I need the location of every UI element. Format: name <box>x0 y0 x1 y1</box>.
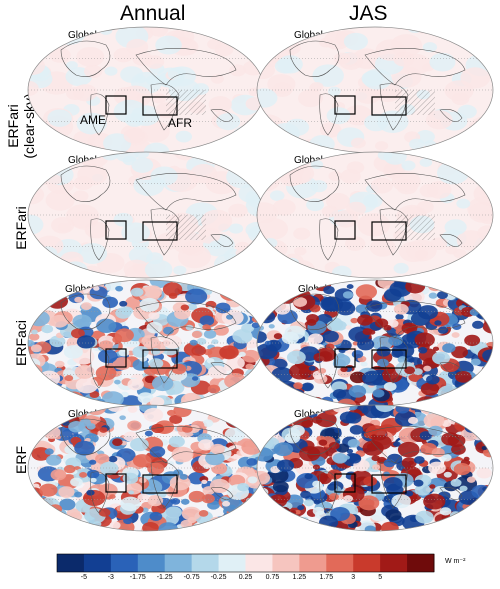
region-box-afr <box>371 221 407 241</box>
map-panel-1-jas <box>256 26 494 154</box>
colorbar-swatch <box>299 554 327 572</box>
region-box-afr <box>142 349 178 369</box>
colorbar-swatch <box>380 554 408 572</box>
colorbar <box>56 553 435 573</box>
map-panel-4-jas <box>256 404 494 532</box>
region-box-afr <box>371 96 407 116</box>
col-title-annual: Annual <box>120 2 186 25</box>
region-label-ame: AME <box>80 113 107 127</box>
region-box-ame <box>334 220 356 240</box>
region-box-afr <box>371 474 407 494</box>
colorbar-tick-label: -1.25 <box>156 574 173 581</box>
colorbar-swatch <box>57 554 85 572</box>
colorbar-tick-label: 1.25 <box>292 574 307 581</box>
colorbar-swatch <box>245 554 273 572</box>
colorbar-tick-label: 1.75 <box>319 574 334 581</box>
region-box-ame <box>334 473 356 493</box>
map-panel-2-jas <box>256 151 494 279</box>
region-box-afr <box>142 96 178 116</box>
region-label-afr: AFR <box>168 116 192 130</box>
colorbar-swatch <box>218 554 246 572</box>
colorbar-unit: W m⁻² <box>445 558 466 565</box>
colorbar-swatch <box>353 554 381 572</box>
map-panel-3-annual <box>27 279 265 407</box>
map-panel-2-annual <box>27 151 265 279</box>
colorbar-tick-label: 3 <box>351 574 356 581</box>
colorbar-swatch <box>83 554 112 572</box>
colorbar-swatch <box>137 554 166 572</box>
colorbar-tick-label: -5 <box>80 574 88 581</box>
colorbar-tick-label: 5 <box>378 574 383 581</box>
colorbar-tick-label: -0.25 <box>210 574 227 581</box>
colorbar-swatch <box>272 554 300 572</box>
colorbar-swatch <box>164 554 193 572</box>
region-box-afr <box>142 221 178 241</box>
colorbar-tick-label: -0.75 <box>183 574 200 581</box>
region-box-ame <box>334 348 356 368</box>
region-box-ame <box>334 95 356 115</box>
colorbar-tick-label: 0.75 <box>265 574 280 581</box>
map-panel-1-annual <box>27 26 265 154</box>
region-box-afr <box>371 349 407 369</box>
colorbar-tick-label: -3 <box>107 574 114 581</box>
colorbar-tick-label: -1.75 <box>129 574 146 581</box>
region-box-ame <box>105 473 127 493</box>
colorbar-swatch <box>110 554 139 572</box>
region-box-ame <box>105 95 127 115</box>
col-title-jas: JAS <box>349 2 388 25</box>
colorbar-swatch <box>191 554 220 572</box>
map-panel-4-annual <box>27 404 265 532</box>
region-box-ame <box>105 348 127 368</box>
region-box-afr <box>142 474 178 494</box>
colorbar-swatch <box>326 554 354 572</box>
map-panel-3-jas <box>256 279 494 407</box>
region-box-ame <box>105 220 127 240</box>
colorbar-swatch <box>407 554 435 572</box>
map-panels <box>27 26 494 532</box>
colorbar-tick-label: 0.25 <box>238 574 253 581</box>
